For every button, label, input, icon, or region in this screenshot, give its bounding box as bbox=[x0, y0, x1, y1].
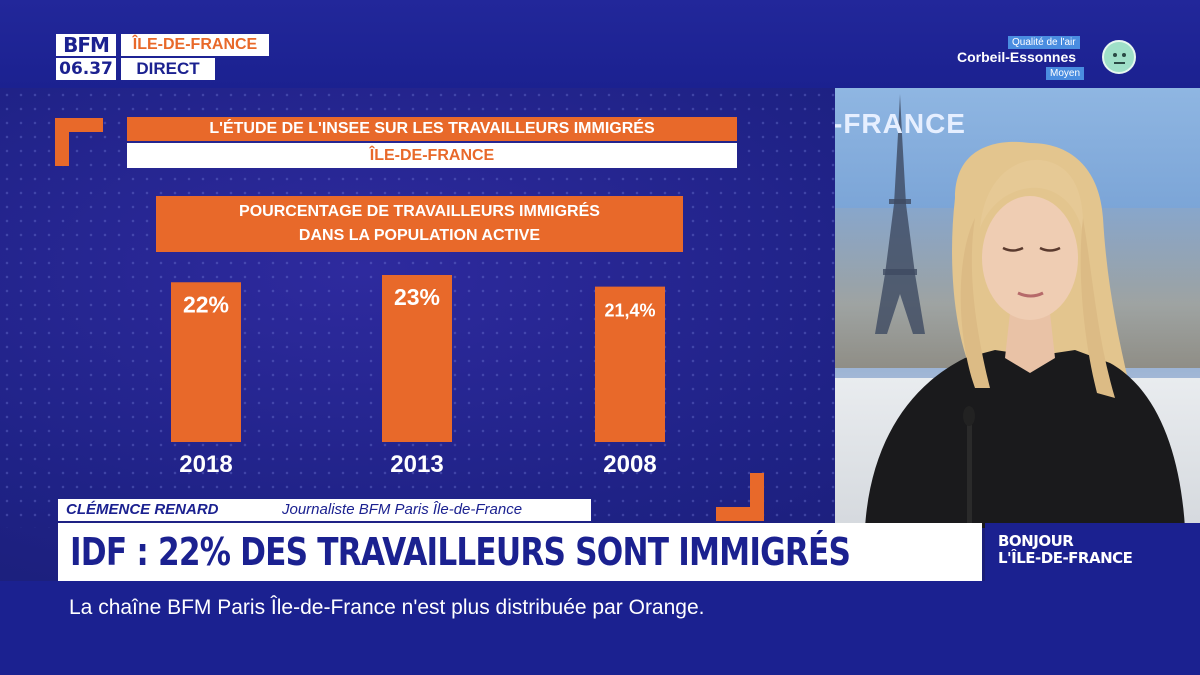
show-name-line-2: L'ÎLE-DE-FRANCE bbox=[998, 549, 1133, 567]
air-quality-label: Qualité de l'air bbox=[1008, 36, 1080, 49]
bar-2008 bbox=[595, 286, 665, 442]
headline: IDF : 22% DES TRAVAILLEURS SONT IMMIGRÉS bbox=[70, 530, 851, 574]
ticker-bar bbox=[0, 581, 1200, 675]
air-quality-status: Moyen bbox=[1046, 67, 1085, 80]
studio-view: -FRANCE bbox=[835, 88, 1200, 528]
clock: 06.37 bbox=[56, 58, 116, 80]
bar-chart: 22% 2018 23% 2013 21,4% 2008 bbox=[171, 275, 665, 478]
category-label-2013: 2013 bbox=[390, 451, 443, 478]
bar-2018 bbox=[171, 282, 241, 442]
bar-2013 bbox=[382, 275, 452, 442]
eiffel-tower-icon bbox=[875, 94, 925, 334]
name-bar bbox=[58, 499, 591, 521]
study-title: L'ÉTUDE DE L'INSEE SUR LES TRAVAILLEURS … bbox=[127, 117, 737, 141]
study-subtitle: ÎLE-DE-FRANCE bbox=[127, 143, 737, 168]
channel-region: ÎLE-DE-FRANCE bbox=[121, 34, 269, 56]
channel-logo: BFM bbox=[56, 34, 116, 56]
studio-screen-text: -FRANCE bbox=[835, 108, 966, 139]
chart-title-line-1: POURCENTAGE DE TRAVAILLEURS IMMIGRÉS bbox=[239, 203, 600, 220]
chart-title-line-2: DANS LA POPULATION ACTIVE bbox=[298, 227, 541, 244]
show-name-line-1: BONJOUR bbox=[998, 532, 1074, 550]
air-quality-city: Corbeil-Essonnes bbox=[957, 49, 1077, 65]
news-ticker: La chaîne BFM Paris Île-de-France n'est … bbox=[69, 596, 705, 619]
neutral-face-icon bbox=[1102, 40, 1136, 74]
bar-value-label-2013: 23% bbox=[394, 284, 440, 310]
journalist-role: Journaliste BFM Paris Île-de-France bbox=[282, 501, 523, 518]
chart-title: POURCENTAGE DE TRAVAILLEURS IMMIGRÉS DAN… bbox=[156, 196, 683, 252]
corner-bracket-bottom-right bbox=[716, 473, 764, 521]
headline-bar bbox=[58, 523, 982, 581]
show-badge bbox=[985, 523, 1200, 581]
live-badge: DIRECT bbox=[121, 58, 215, 80]
show-name: BONJOUR L'ÎLE-DE-FRANCE bbox=[998, 532, 1133, 567]
category-label-2008: 2008 bbox=[603, 451, 656, 478]
presenter-image bbox=[865, 141, 1185, 528]
category-label-2018: 2018 bbox=[179, 451, 232, 478]
bar-value-label-2008: 21,4% bbox=[604, 301, 655, 321]
bar-value-label-2018: 22% bbox=[183, 291, 229, 317]
journalist-name: CLÉMENCE RENARD bbox=[66, 501, 219, 518]
corner-bracket-top-left bbox=[55, 118, 103, 166]
